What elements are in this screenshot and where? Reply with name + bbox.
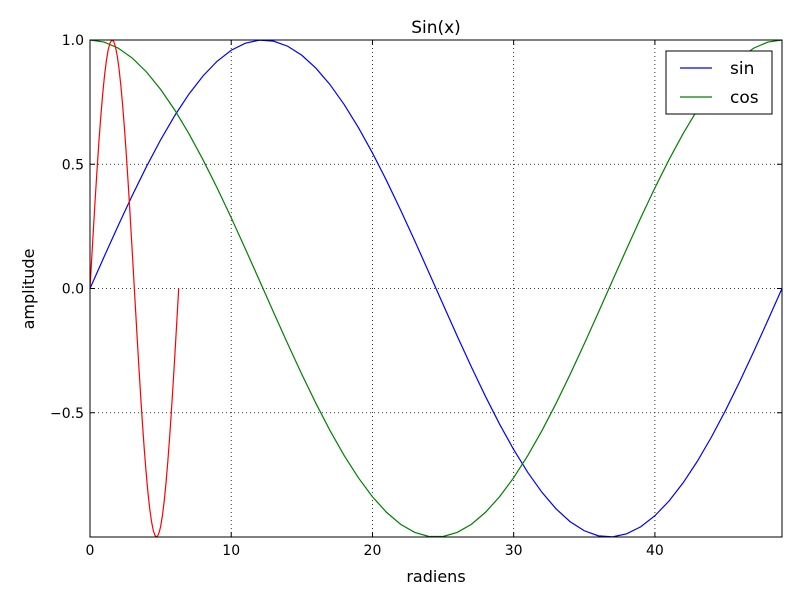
legend: sin cos bbox=[665, 50, 773, 115]
legend-label-sin: sin bbox=[730, 59, 754, 79]
x-tick-label: 10 bbox=[222, 543, 240, 559]
y-tick-label: 0.5 bbox=[62, 157, 84, 173]
y-tick-label: −0.5 bbox=[50, 406, 84, 422]
x-tick-label: 40 bbox=[646, 543, 664, 559]
series-line-sin bbox=[89, 39, 783, 538]
x-tick-label: 0 bbox=[86, 543, 95, 559]
x-axis-label: radiens bbox=[406, 567, 465, 586]
tick-layer: 0 10 20 30 40 −0.5 0.0 0.5 1.0 bbox=[50, 33, 782, 559]
legend-label-cos: cos bbox=[730, 88, 759, 108]
series-line-cos bbox=[89, 39, 783, 538]
chart-title: Sin(x) bbox=[411, 18, 461, 38]
series-layer bbox=[89, 39, 783, 538]
y-tick-label: 0.0 bbox=[62, 282, 84, 298]
x-tick-label: 20 bbox=[364, 543, 382, 559]
x-tick-label: 30 bbox=[505, 543, 523, 559]
y-axis-label: amplitude bbox=[19, 249, 38, 330]
series-line-unlabeled-2 bbox=[89, 39, 180, 538]
y-tick-label: 1.0 bbox=[62, 33, 84, 49]
legend-box bbox=[665, 50, 773, 115]
